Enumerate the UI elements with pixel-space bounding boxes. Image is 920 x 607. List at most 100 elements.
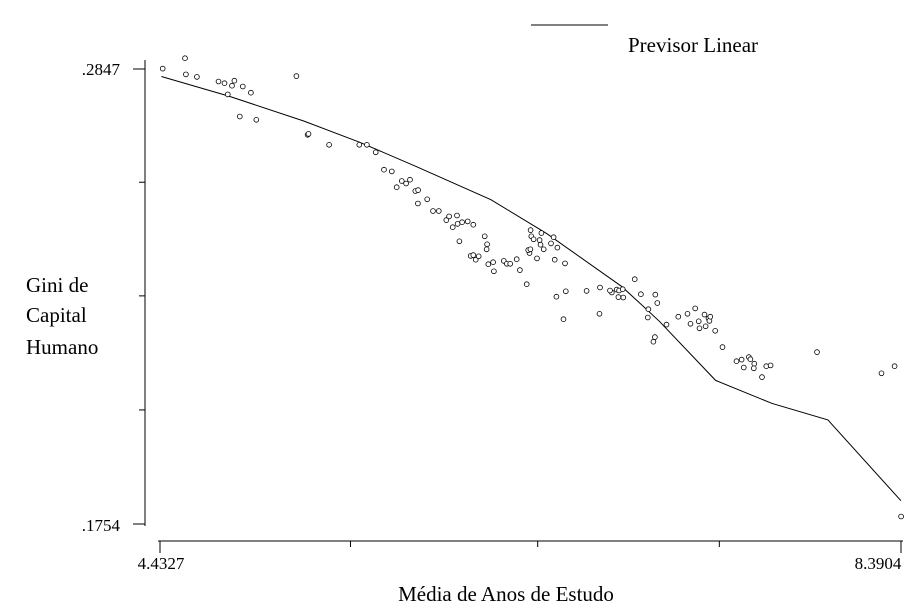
scatter-point xyxy=(767,362,774,369)
scatter-point xyxy=(527,246,534,253)
scatter-point xyxy=(554,244,561,251)
scatter-point xyxy=(182,55,188,61)
scatter-point xyxy=(470,221,477,228)
scatter-point xyxy=(596,310,603,317)
y-axis-title-line-1: Gini de xyxy=(26,273,88,297)
scatter-point xyxy=(597,284,603,291)
scatter-point xyxy=(695,318,702,325)
y-axis-title-line-2: Capital xyxy=(26,303,87,327)
scatter-point xyxy=(684,310,691,317)
scatter-point xyxy=(454,212,460,219)
scatter-point xyxy=(485,261,492,268)
scatter-point xyxy=(475,253,482,260)
scatter-point xyxy=(620,294,627,301)
scatter-point xyxy=(194,74,200,80)
scatter-point xyxy=(490,259,496,266)
scatter-point xyxy=(364,142,370,148)
scatter-point xyxy=(393,184,400,191)
scatter-point xyxy=(738,356,745,363)
scatter-point xyxy=(470,252,477,258)
scatter-point xyxy=(750,365,757,372)
scatter-point xyxy=(237,113,243,120)
scatter-point xyxy=(607,287,613,294)
scatter-point xyxy=(159,65,166,72)
scatter-point xyxy=(491,268,497,275)
scatter-point xyxy=(484,241,490,248)
scatter-point xyxy=(701,311,708,318)
scatter-point xyxy=(878,370,885,377)
scatter-point xyxy=(430,208,436,214)
scatter-point xyxy=(747,356,754,363)
x-tick-label-left: 4.4327 xyxy=(138,554,185,573)
y-axis-title-line-3: Humano xyxy=(26,335,98,359)
scatter-point xyxy=(707,313,714,320)
scatter-point xyxy=(527,227,534,233)
scatter-point xyxy=(560,316,567,323)
scatter-point xyxy=(663,321,670,328)
scatter-point xyxy=(740,364,747,371)
scatter-point xyxy=(424,196,431,203)
scatter-point xyxy=(221,80,228,86)
scatter-point xyxy=(898,513,904,520)
scatter-point xyxy=(523,281,530,288)
scatter-point xyxy=(253,117,260,123)
scatter-point xyxy=(372,149,379,156)
scatter-point xyxy=(483,246,490,253)
scatter-point xyxy=(540,246,547,253)
scatter-point xyxy=(446,213,452,220)
scatter-point xyxy=(619,286,626,293)
scatter-point xyxy=(733,358,740,365)
scatter-point xyxy=(814,349,820,355)
scatter-point xyxy=(435,208,442,214)
scatter-point xyxy=(719,344,726,350)
scatter-point xyxy=(550,234,557,241)
scatter-point xyxy=(696,325,703,332)
x-axis-title: Média de Anos de Estudo xyxy=(398,582,614,606)
scatter-point xyxy=(583,288,590,294)
scatter-point xyxy=(248,89,254,96)
scatter-point xyxy=(507,260,514,267)
scatter-point xyxy=(481,233,488,240)
scatter-point xyxy=(240,83,246,90)
scatter-point xyxy=(388,168,395,175)
scatter-point xyxy=(536,237,543,243)
scatter-point xyxy=(456,238,463,245)
scatter-point xyxy=(326,142,332,148)
scatter-point xyxy=(562,288,569,295)
scatter-point xyxy=(652,291,659,298)
y-tick-label-top: .2847 xyxy=(82,60,121,79)
scatter-point xyxy=(398,178,405,184)
scatter-point xyxy=(650,338,657,345)
scatter-point xyxy=(759,374,765,380)
scatter-point xyxy=(225,91,231,98)
scatter-point xyxy=(645,306,652,313)
scatter-point xyxy=(229,82,235,89)
scatter-point xyxy=(615,294,622,300)
scatter-point xyxy=(443,217,450,223)
scatter-point xyxy=(407,176,413,183)
scatter-point xyxy=(513,256,520,263)
scatter-point xyxy=(356,142,363,148)
scatter-point xyxy=(551,256,558,263)
y-tick-label-bottom: .1754 xyxy=(82,516,121,535)
scatter-point xyxy=(449,224,456,231)
scatter-point xyxy=(751,360,758,367)
scatter-point xyxy=(403,180,409,187)
scatter-point xyxy=(183,71,189,78)
scatter-points xyxy=(159,55,904,520)
scatter-point xyxy=(231,77,238,84)
scatter-point xyxy=(553,293,560,300)
scatter-point xyxy=(530,236,537,243)
previsor-linear-line xyxy=(161,76,902,502)
scatter-point xyxy=(654,300,661,306)
scatter-point xyxy=(631,276,638,283)
scatter-point xyxy=(534,255,540,262)
legend-label: Previsor Linear xyxy=(628,33,758,57)
y-ticks xyxy=(133,68,145,525)
scatter-point xyxy=(548,240,554,247)
scatter-point xyxy=(702,323,709,330)
scatter-point xyxy=(293,73,300,79)
scatter-point xyxy=(687,320,694,327)
scatter-point xyxy=(305,131,312,137)
